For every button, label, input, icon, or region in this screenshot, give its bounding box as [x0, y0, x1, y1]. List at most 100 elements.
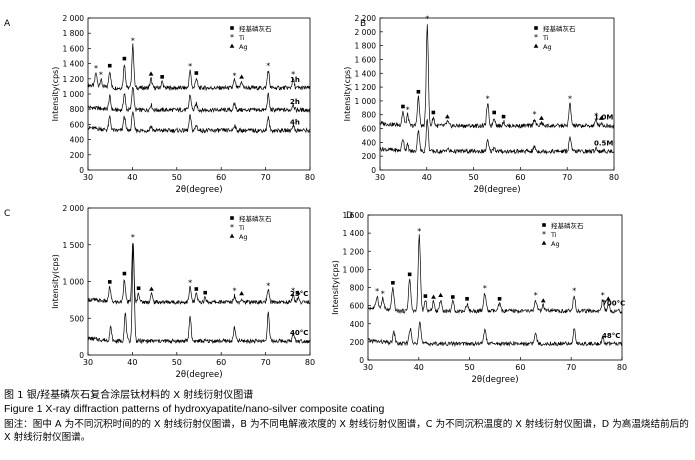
peak-marker-square: [194, 71, 199, 75]
x-tick-label: 40: [127, 173, 137, 182]
x-tick-label: 80: [617, 363, 627, 372]
x-tick-label: 60: [515, 173, 525, 182]
series-line-1h: [87, 43, 311, 92]
peak-marker-star: *: [425, 15, 429, 24]
y-tick-label: 0: [371, 166, 376, 175]
y-tick-label: 0: [79, 166, 84, 175]
y-tick-label: 1 600: [355, 55, 377, 64]
y-tick-label: 1 800: [63, 29, 85, 38]
y-axis-label: Intensity(cps): [343, 67, 352, 122]
y-tick-label: 600: [350, 302, 365, 311]
x-tick-label: 40: [127, 358, 137, 367]
legend-entry: Ti: [550, 231, 557, 239]
y-tick-label: 400: [350, 320, 365, 329]
peak-marker-star: *: [266, 61, 270, 70]
y-tick-label: 1 000: [355, 97, 377, 106]
y-tick-label: 2 200: [355, 14, 377, 23]
series-line-25C: [87, 242, 311, 306]
legend-marker-triangle: [541, 240, 547, 245]
x-axis-label: 2θ(degree): [471, 375, 518, 385]
x-tick-label: 30: [83, 358, 93, 367]
y-tick-label: 1 000: [63, 278, 85, 287]
peak-marker-square: [501, 114, 506, 119]
peak-marker-triangle: [239, 291, 245, 296]
peak-marker-star: *: [266, 281, 270, 290]
x-tick-label: 70: [562, 173, 572, 182]
series-label: 40°C: [290, 329, 308, 337]
peak-marker-square: [451, 295, 455, 299]
x-tick-label: 50: [465, 363, 475, 372]
series-line-2h: [87, 87, 311, 114]
y-tick-label: 1 400: [343, 229, 365, 238]
peak-marker-triangle: [605, 296, 611, 301]
x-tick-label: 80: [305, 173, 315, 182]
panel-label: D: [346, 211, 353, 221]
y-tick-label: 1 000: [343, 265, 365, 274]
legend-marker-star: *: [230, 33, 234, 42]
peak-marker-star: *: [233, 71, 237, 80]
y-axis-label: Intensity(cps): [51, 67, 60, 122]
y-tick-label: 0: [359, 356, 364, 365]
peak-marker-square: [160, 75, 164, 79]
y-tick-label: 1 600: [343, 211, 365, 220]
y-tick-label: 1 000: [63, 90, 85, 99]
y-tick-label: 2 000: [63, 204, 85, 213]
peak-marker-triangle: [540, 298, 546, 303]
series-label: 1h: [290, 76, 300, 84]
y-tick-label: 1 400: [63, 60, 85, 69]
legend-entry: Ag: [543, 43, 552, 51]
series-label: 700°C: [602, 299, 625, 307]
x-tick-label: 50: [172, 173, 182, 182]
figure-note: 图注：图中 A 为不同沉积时间的的 X 射线衍射仪图谱，B 为不同电解液浓度的 …: [4, 419, 689, 443]
legend-entry: Ag: [239, 233, 248, 241]
series-line-1.0M: [379, 24, 615, 129]
peak-marker-star: *: [601, 291, 605, 300]
y-tick-label: 200: [70, 151, 85, 160]
peak-marker-triangle: [539, 115, 544, 120]
peak-marker-square: [416, 89, 421, 94]
y-tick-label: 600: [70, 120, 85, 129]
peak-marker-star: *: [375, 287, 379, 296]
peak-marker-triangle: [444, 114, 450, 119]
x-tick-label: 30: [363, 363, 373, 372]
peak-marker-star: *: [572, 287, 576, 296]
series-label: 1.0M: [594, 114, 613, 122]
series-label: 0.5M: [594, 139, 613, 147]
series-label: 4h: [290, 118, 300, 126]
y-tick-label: 0: [79, 351, 84, 360]
plot-frame: [87, 207, 311, 356]
peak-marker-star: *: [532, 110, 536, 119]
legend-marker-square: [230, 26, 234, 30]
legend-marker-square: [534, 26, 538, 30]
x-tick-label: 50: [469, 173, 479, 182]
x-tick-label: 40: [414, 363, 424, 372]
peak-marker-square: [107, 280, 112, 284]
panel-label: C: [4, 209, 10, 219]
legend-marker-star: *: [542, 230, 546, 239]
chart-panel-b: B 0 200 400 600 800 1 000 1 200 1 400 1 600 1 800 2…: [343, 14, 619, 195]
chart-panel-c: C 0 500 1 000 1 500 2 000 30 40 50 60 70 80 2θ(degre…: [4, 204, 315, 380]
peak-marker-square: [497, 297, 502, 301]
y-tick-label: 800: [70, 105, 85, 114]
x-tick-label: 40: [422, 173, 432, 182]
series-label: 25°C: [290, 290, 308, 298]
peak-marker-square: [407, 272, 412, 277]
panel-label: A: [4, 19, 11, 29]
peak-marker-square: [431, 110, 436, 115]
y-tick-label: 200: [362, 152, 377, 161]
x-axis-label: 2θ(degree): [175, 370, 222, 380]
legend-entry: Ti: [238, 224, 245, 232]
peak-marker-star: *: [131, 233, 135, 242]
series-line-40C: [87, 243, 311, 345]
peak-marker-square: [401, 104, 405, 109]
plot-frame: [87, 17, 311, 171]
x-tick-label: 70: [261, 358, 271, 367]
figure-caption-chinese: 图 1 银/羟基磷灰石复合涂层钛材料的 X 射线衍射仪图谱: [4, 390, 254, 401]
peak-marker-square: [122, 271, 127, 276]
x-tick-label: 60: [216, 173, 226, 182]
peak-marker-triangle: [598, 115, 604, 120]
x-tick-label: 60: [216, 358, 226, 367]
legend-entry: 羟基磷灰石: [239, 24, 272, 33]
legend-entry: Ti: [542, 34, 549, 42]
peak-marker-star: *: [483, 284, 487, 293]
